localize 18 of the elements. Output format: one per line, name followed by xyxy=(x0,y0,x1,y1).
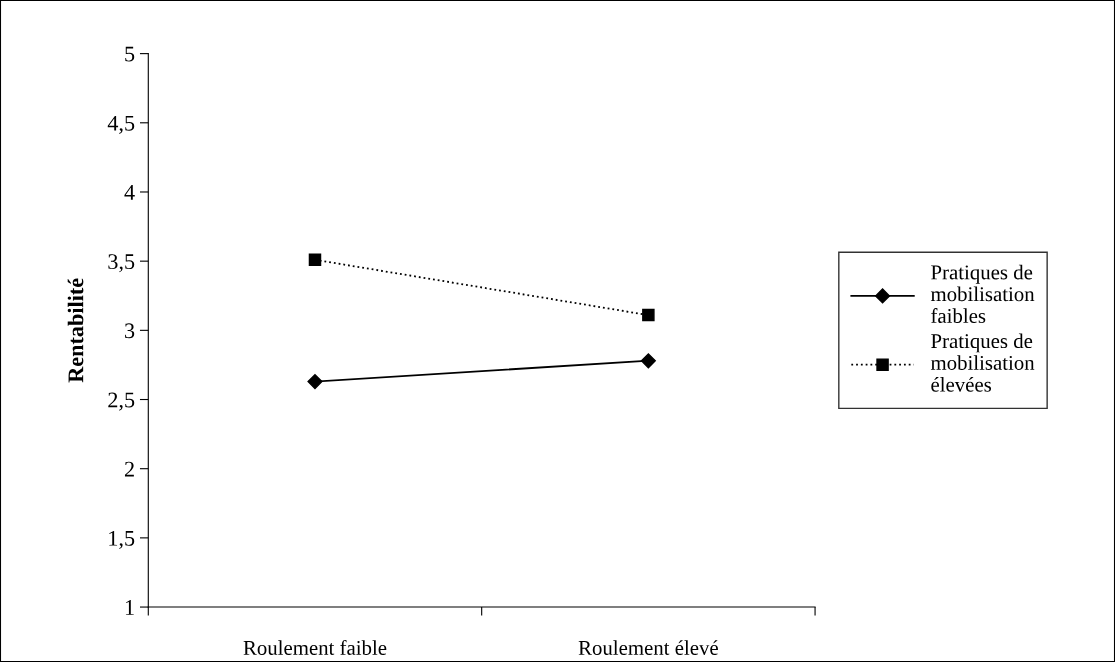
y-tick-label: 3 xyxy=(125,323,135,339)
point xyxy=(642,308,655,322)
y-tick-label: 3,5 xyxy=(108,254,135,273)
point xyxy=(307,373,323,390)
x-tick-label: Roulement faible xyxy=(243,640,387,655)
y-tick-label: 2,5 xyxy=(108,392,135,411)
y-axis-title: Rentabilité xyxy=(67,278,84,383)
y-tick-label: 4 xyxy=(124,185,135,200)
y-tick-label: 2 xyxy=(124,461,134,477)
y-tick-label: 1,5 xyxy=(109,530,135,549)
legend-label: Pratiques de mobilisation faibles xyxy=(930,264,1035,323)
point xyxy=(308,253,322,267)
x-tick-label: Roulement élevé xyxy=(578,640,718,655)
y-tick-label: 4,5 xyxy=(107,115,135,134)
y-tick-label: 1 xyxy=(125,600,134,615)
y-tick-label: 5 xyxy=(125,46,135,62)
point xyxy=(640,353,656,369)
legend-label: Pratiques de mobilisation élevées xyxy=(930,333,1035,392)
